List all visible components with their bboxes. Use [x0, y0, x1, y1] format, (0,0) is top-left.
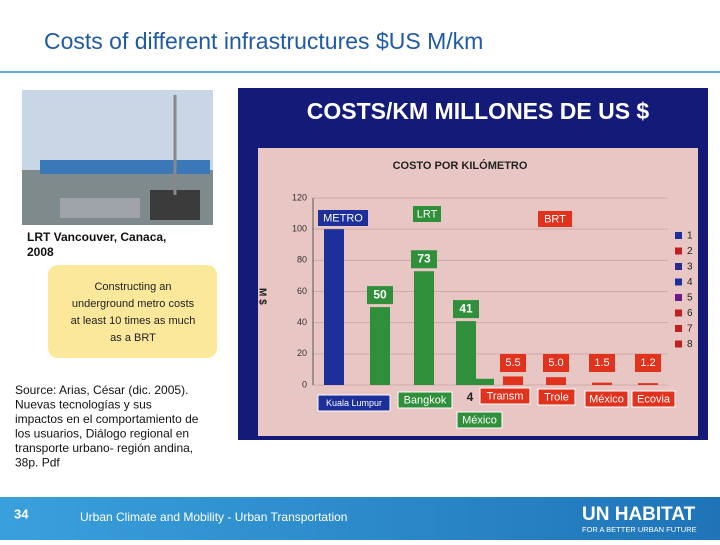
legend-swatch: [675, 340, 682, 348]
y-tick-label: 60: [297, 286, 307, 296]
x-tick-label: Ecovia: [637, 393, 671, 405]
y-tick-label: 0: [302, 379, 307, 389]
footer-bar: [0, 497, 720, 540]
bar: [474, 378, 494, 385]
legend-label: 5: [687, 293, 693, 304]
legend-swatch: [675, 294, 682, 301]
value-label: 5.0: [548, 357, 563, 369]
group-box: [318, 210, 368, 226]
group-label: BRT: [544, 213, 566, 225]
x-tick-label: Transm: [487, 390, 524, 402]
category-box: [397, 391, 453, 409]
value-label: 1.2: [640, 357, 655, 369]
legend-label: 4: [687, 277, 693, 288]
x-tick-label: México: [462, 414, 497, 426]
category-box: [537, 388, 576, 406]
legend-label: 8: [687, 339, 693, 350]
legend-label: 7: [687, 324, 693, 335]
x-tick-label: México: [589, 393, 624, 405]
text-line: Source: Arias, César (dic. 2005).: [15, 383, 188, 397]
category-box: [317, 394, 391, 412]
value-label-box: [453, 300, 479, 319]
legend-label: 6: [687, 308, 693, 319]
y-axis-label: M $: [256, 288, 267, 305]
text-line: as a BRT: [110, 332, 156, 344]
x-tick-label: Trole: [544, 391, 569, 403]
logo-tagline: FOR A BETTER URBAN FUTURE: [582, 525, 697, 534]
logo: UN HABITAT: [582, 504, 696, 525]
y-tick-label: 40: [297, 317, 307, 327]
category-box: [631, 390, 676, 408]
value-label-box: [500, 354, 526, 372]
value-label-box: [543, 354, 569, 372]
bar: [546, 377, 566, 385]
text-line: 38p. Pdf: [15, 456, 60, 470]
legend-swatch: [675, 263, 682, 270]
bar: [324, 229, 344, 385]
value-label: 50: [373, 287, 387, 301]
legend-label: 2: [687, 246, 693, 257]
x-tick-label: Bangkok: [404, 394, 447, 406]
value-label: 41: [459, 301, 473, 315]
bar: [370, 307, 390, 385]
text-line: Nuevas tecnologías y sus: [15, 398, 152, 412]
photo: [22, 90, 213, 225]
y-tick-label: 120: [292, 192, 307, 202]
value-label: 5.5: [505, 357, 520, 369]
x-tick-label: Kuala Lumpur: [326, 398, 382, 408]
text-line: Constructing an: [94, 281, 171, 293]
value-label-box: [589, 354, 615, 372]
text-line: LRT Vancouver, Canaca,: [27, 230, 166, 244]
text-line: at least 10 times as much: [71, 315, 196, 327]
category-box: [456, 411, 503, 429]
value-label: 73: [417, 251, 431, 265]
group-box: [538, 211, 572, 227]
y-tick-label: 80: [297, 255, 307, 265]
text-line: transporte urbano- región andina,: [15, 441, 193, 455]
category-box: [479, 387, 531, 405]
legend-swatch: [675, 278, 682, 286]
legend-swatch: [675, 309, 682, 317]
legend-swatch: [675, 232, 682, 239]
value-label-box: [635, 354, 661, 372]
legend-swatch: [675, 325, 682, 332]
value-label: 4: [467, 390, 474, 404]
bar: [638, 383, 658, 385]
value-label: 1.5: [594, 357, 609, 369]
value-label-box: [411, 250, 437, 269]
callout-box: [48, 265, 217, 358]
value-label-box: [367, 286, 393, 305]
chart-title: COSTS/KM MILLONES DE US $: [307, 98, 650, 124]
group-label: METRO: [323, 212, 363, 224]
text-line: impactos en el comportamiento de: [15, 412, 199, 426]
footer-text: Urban Climate and Mobility - Urban Trans…: [80, 510, 347, 524]
legend-label: 1: [687, 231, 693, 242]
category-box: [584, 390, 629, 408]
slide-title: Costs of different infrastructures $US M…: [44, 28, 483, 54]
y-tick-label: 20: [297, 348, 307, 358]
legend-swatch: [675, 247, 682, 255]
group-box: [413, 206, 441, 222]
page-number: 34: [14, 506, 29, 521]
text-line: 2008: [27, 245, 54, 259]
text-line: underground metro costs: [72, 298, 195, 310]
bar: [503, 376, 523, 385]
bar: [592, 382, 612, 385]
group-label: LRT: [417, 208, 438, 220]
text-line: los usuarios, Diálogo regional en: [15, 427, 189, 441]
bar: [456, 321, 476, 385]
bar: [414, 271, 434, 385]
chart-subtitle: COSTO POR KILÓMETRO: [393, 159, 528, 172]
y-tick-label: 100: [292, 224, 307, 234]
legend-label: 3: [687, 262, 693, 273]
